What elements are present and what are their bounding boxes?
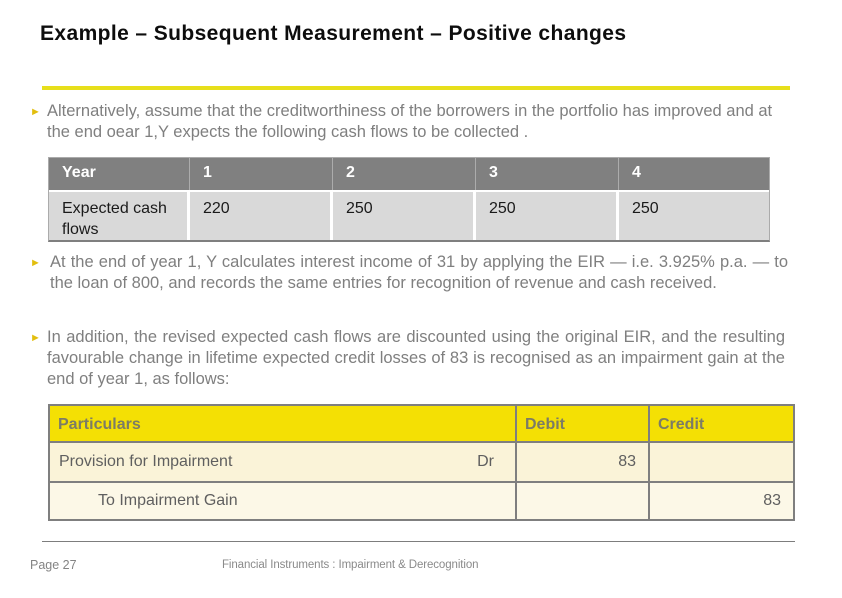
column-header-year-4: 4 <box>619 158 769 190</box>
particulars-text-indented: To Impairment Gain <box>48 481 517 521</box>
cash-flow-table: Year 1 2 3 4 Expected cash flows 220 250… <box>48 157 770 242</box>
cash-flow-data-row: Expected cash flows 220 250 250 250 <box>49 190 769 240</box>
column-header-debit: Debit <box>515 404 650 443</box>
footer-document-title: Financial Instruments : Impairment & Der… <box>222 559 479 571</box>
debit-amount-empty <box>515 481 650 521</box>
column-header-credit: Credit <box>648 404 795 443</box>
column-header-year-1: 1 <box>190 158 333 190</box>
column-header-year-2: 2 <box>333 158 476 190</box>
column-header-year-3: 3 <box>476 158 619 190</box>
credit-amount: 83 <box>648 481 795 521</box>
column-header-particulars: Particulars <box>48 404 517 443</box>
bullet-paragraph-3: ► In addition, the revised expected cash… <box>30 327 785 390</box>
footer-divider-rule <box>42 541 795 542</box>
journal-table: Particulars Debit Credit Provision for I… <box>48 404 795 521</box>
bullet-arrow-icon: ► <box>30 332 41 344</box>
journal-row-impairment-gain: To Impairment Gain 83 <box>48 481 795 521</box>
particulars-cell: Provision for Impairment Dr <box>48 441 517 483</box>
column-header-year: Year <box>49 158 190 190</box>
bullet-arrow-icon: ► <box>30 257 41 269</box>
bullet-arrow-icon: ► <box>30 106 41 118</box>
bullet-paragraph-2: ► At the end of year 1, Y calculates int… <box>30 252 788 294</box>
bullet-paragraph-1: ► Alternatively, assume that the creditw… <box>30 101 785 143</box>
cash-flow-header-row: Year 1 2 3 4 <box>49 158 769 190</box>
cash-flow-value-year-2: 250 <box>333 190 476 240</box>
cash-flow-value-year-4: 250 <box>619 190 769 240</box>
paragraph-text-3: In addition, the revised expected cash f… <box>47 328 785 388</box>
dr-marker: Dr <box>477 453 494 470</box>
credit-amount-empty <box>648 441 795 483</box>
row-label-expected-cash-flows: Expected cash flows <box>49 190 190 240</box>
debit-amount: 83 <box>515 441 650 483</box>
paragraph-text-2: At the end of year 1, Y calculates inter… <box>50 253 788 292</box>
page-number: Page 27 <box>30 558 77 572</box>
particulars-text: Provision for Impairment <box>59 453 233 470</box>
cash-flow-value-year-1: 220 <box>190 190 333 240</box>
slide-title: Example – Subsequent Measurement – Posit… <box>40 22 627 45</box>
paragraph-text-1: Alternatively, assume that the creditwor… <box>47 102 773 141</box>
title-accent-rule <box>42 86 790 90</box>
journal-header-row: Particulars Debit Credit <box>48 404 795 443</box>
journal-row-provision: Provision for Impairment Dr 83 <box>48 441 795 483</box>
cash-flow-value-year-3: 250 <box>476 190 619 240</box>
